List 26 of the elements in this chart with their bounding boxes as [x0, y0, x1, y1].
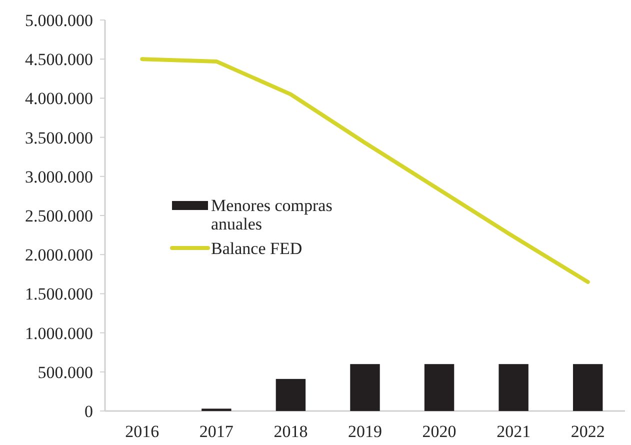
- y-tick-label: 3.500.000: [25, 128, 93, 148]
- x-tick-label: 2016: [125, 422, 160, 441]
- legend-label: Balance FED: [211, 238, 302, 258]
- x-tick-label: 2018: [274, 422, 308, 441]
- y-tick-label: 3.000.000: [25, 167, 93, 186]
- x-tick-label: 2022: [570, 422, 605, 441]
- bar: [498, 364, 528, 411]
- bar: [276, 378, 306, 411]
- legend-label: Menores compras anuales: [211, 196, 332, 234]
- y-tick-label: 1.000.000: [25, 324, 93, 343]
- y-tick-label: 4.500.000: [25, 50, 93, 70]
- x-tick-label: 2017: [199, 422, 234, 441]
- x-tick-label: 2020: [422, 422, 456, 441]
- y-tick-label: 500.000: [38, 362, 93, 382]
- bar: [424, 364, 454, 411]
- line-series: [140, 57, 590, 284]
- bar: [350, 364, 380, 411]
- bar: [573, 364, 603, 411]
- y-tick-label: 4.000.000: [25, 89, 93, 108]
- y-tick-label: 5.000.000: [25, 10, 93, 30]
- x-tick-label: 2019: [348, 422, 382, 441]
- x-tick-label: 2021: [496, 422, 531, 441]
- y-tick-label: 2.500.000: [25, 206, 93, 226]
- y-tick-label: 0: [84, 402, 93, 421]
- y-tick-label: 2.000.000: [25, 246, 93, 265]
- y-tick-label: 1.500.000: [25, 284, 93, 304]
